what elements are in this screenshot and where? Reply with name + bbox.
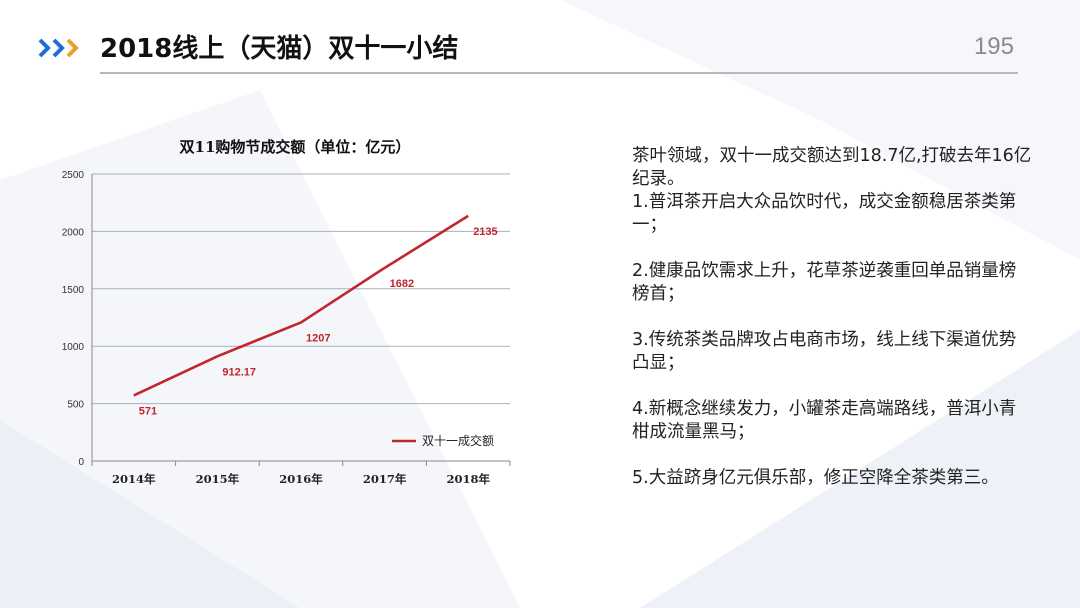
y-tick-label: 2000 bbox=[62, 227, 85, 238]
data-label: 2135 bbox=[473, 226, 497, 238]
y-tick-label: 1000 bbox=[62, 342, 85, 353]
summary-text: 茶叶领域，双十一成交额达到18.7亿,打破去年16亿纪录。 1.普洱茶开启大众品… bbox=[632, 145, 1032, 490]
x-tick-label: 2018年 bbox=[446, 472, 490, 486]
summary-point: 3.传统茶类品牌攻占电商市场，线上线下渠道优势凸显； bbox=[632, 330, 1017, 373]
chart-title: 双11购物节成交额（单位：亿元） bbox=[180, 138, 411, 156]
y-tick-label: 2500 bbox=[62, 170, 85, 181]
slide-header: 2018线上（天猫）双十一小结 195 bbox=[0, 0, 1080, 80]
line-chart: 双11购物节成交额（单位：亿元） 0 500 1000 1500 2000 2500 201… bbox=[40, 130, 530, 495]
y-tick-label: 1500 bbox=[62, 285, 85, 296]
summary-point: 5.大益跻身亿元俱乐部，修正空降全茶类第三。 bbox=[632, 468, 999, 488]
x-tick-label: 2017年 bbox=[363, 472, 407, 486]
header-divider bbox=[100, 72, 1018, 74]
chart-canvas: 双11购物节成交额（单位：亿元） 0 500 1000 1500 2000 2500 201… bbox=[62, 138, 511, 486]
data-label: 912.17 bbox=[222, 366, 256, 378]
summary-point: 4.新概念继续发力，小罐茶走高端路线，普洱小青柑成流量黑马； bbox=[632, 399, 1017, 442]
x-tick-label: 2014年 bbox=[112, 472, 156, 486]
data-label: 571 bbox=[139, 405, 157, 417]
summary-intro: 茶叶领域，双十一成交额达到18.7亿,打破去年16亿纪录。 bbox=[632, 146, 1032, 189]
chevron-right-icon bbox=[38, 38, 79, 58]
page-number: 195 bbox=[973, 33, 1014, 60]
data-label: 1682 bbox=[390, 278, 414, 290]
data-label: 1207 bbox=[306, 332, 330, 344]
page-title: 2018线上（天猫）双十一小结 bbox=[100, 34, 459, 64]
x-tick-label: 2015年 bbox=[196, 472, 240, 486]
summary-point: 1.普洱茶开启大众品饮时代，成交金额稳居茶类第一； bbox=[632, 192, 1017, 235]
y-tick-label: 0 bbox=[78, 457, 84, 468]
x-tick-label: 2016年 bbox=[279, 472, 323, 486]
series-line bbox=[133, 214, 469, 397]
y-tick-label: 500 bbox=[67, 400, 84, 411]
legend-label: 双十一成交额 bbox=[422, 433, 494, 448]
summary-point: 2.健康品饮需求上升，花草茶逆袭重回单品销量榜榜首； bbox=[632, 261, 1017, 304]
